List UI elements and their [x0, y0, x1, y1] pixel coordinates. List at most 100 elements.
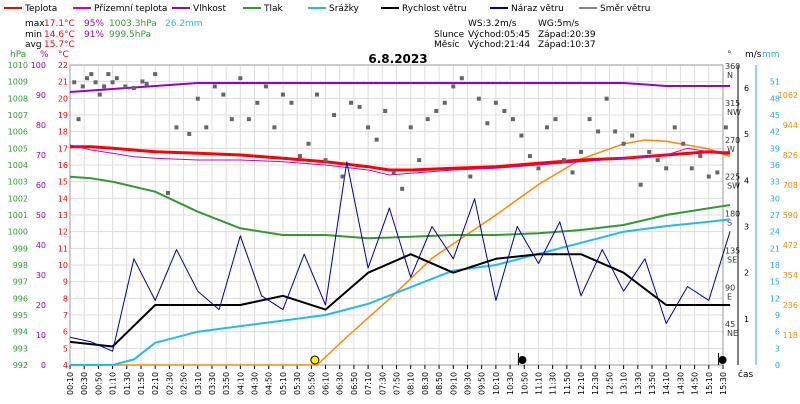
- rain-tick-12: 36: [770, 161, 780, 170]
- x-tick-label-19: 06:30: [336, 372, 345, 395]
- wind-direction-point-54: [494, 101, 498, 105]
- x-tick-label-26: 08:50: [435, 372, 444, 395]
- x-tick-label-20: 06:50: [350, 372, 359, 395]
- stats-max-hum: 95%: [84, 19, 104, 29]
- humidity-tick-4: 40: [36, 241, 46, 250]
- temperature-tick-10: 14: [58, 194, 68, 203]
- legend-label-7: Směr větru: [600, 4, 650, 14]
- wind-direction-point-25: [247, 117, 251, 121]
- temperature-tick-15: 19: [58, 111, 68, 120]
- rain-tick-13: 39: [770, 144, 780, 153]
- rain-tick-7: 21: [770, 244, 780, 253]
- marker-moon-2: [719, 356, 727, 364]
- rain-tick-1: 3: [775, 344, 780, 353]
- info-moon-rise: Východ:21:44: [468, 40, 530, 50]
- legend-label-1: Přízemní teplota: [94, 4, 167, 14]
- x-tick-label-25: 08:30: [421, 372, 430, 395]
- direction-tick-dir-0: NE: [727, 329, 738, 338]
- pressure-tick-1: 993: [13, 344, 28, 353]
- x-tick-label-22: 07:30: [378, 372, 387, 395]
- wind-unit: m/s: [745, 50, 762, 60]
- direction-tick-dir-6: NW: [727, 108, 741, 117]
- wind-direction-point-6: [98, 93, 102, 97]
- humidity-tick-6: 60: [36, 181, 46, 190]
- temperature-tick-3: 7: [63, 311, 68, 320]
- solar-tick-1: 236: [783, 301, 798, 310]
- x-tick-label-38: 12:50: [605, 372, 614, 395]
- legend-label-0: Teplota: [24, 4, 57, 14]
- temperature-tick-2: 6: [63, 328, 68, 337]
- wind-direction-point-42: [392, 170, 396, 174]
- stats-min-temp: 14.6°C: [44, 30, 75, 40]
- direction-tick-dir-2: SE: [727, 255, 737, 264]
- temperature-tick-6: 10: [58, 261, 68, 270]
- rain-tick-5: 15: [770, 278, 780, 287]
- x-tick-label-12: 04:10: [236, 372, 245, 395]
- direction-tick-deg-0: 45: [725, 320, 735, 329]
- wind-direction-point-62: [562, 158, 566, 162]
- rain-tick-9: 27: [770, 211, 780, 220]
- x-tick-label-37: 12:30: [591, 372, 600, 395]
- wind-direction-point-2: [81, 84, 85, 88]
- wind-direction-point-0: [72, 80, 76, 84]
- temperature-tick-8: 12: [58, 228, 68, 237]
- wind-direction-point-19: [196, 97, 200, 101]
- wind-direction-point-68: [613, 129, 617, 133]
- wind-direction-point-27: [264, 84, 268, 88]
- chart-title: 6.8.2023: [368, 52, 427, 66]
- wind-direction-point-60: [545, 125, 549, 129]
- humidity-tick-1: 10: [36, 331, 46, 340]
- direction-tick-deg-1: 90: [725, 283, 735, 292]
- pressure-tick-14: 1006: [8, 128, 28, 137]
- wind-direction-point-73: [656, 158, 660, 162]
- wind-tick-2: 3: [744, 223, 749, 232]
- stats-min-hum: 91%: [84, 30, 104, 40]
- x-tick-label-42: 14:10: [662, 372, 671, 395]
- solar-tick-5: 708: [783, 181, 798, 190]
- x-tick-label-28: 09:30: [463, 372, 472, 395]
- info-moon-label: Měsíc: [434, 40, 459, 50]
- stats-max-press: 1003.3hPa: [109, 19, 157, 29]
- stats-avg-label: avg: [25, 40, 42, 50]
- wind-direction-point-69: [622, 142, 626, 146]
- wind-direction-point-39: [366, 125, 370, 129]
- wind-direction-point-22: [221, 93, 225, 97]
- x-tick-label-10: 03:30: [208, 372, 217, 395]
- marker-moon-1: [518, 356, 526, 364]
- humidity-tick-9: 90: [36, 91, 46, 100]
- x-tick-label-8: 02:50: [180, 372, 189, 395]
- wind-direction-point-4: [89, 72, 93, 76]
- stats-max-rain: 26.2mm: [165, 19, 203, 29]
- wind-direction-point-7: [102, 84, 106, 88]
- x-tick-label-46: 15:30: [719, 372, 728, 395]
- pressure-tick-15: 1007: [8, 111, 28, 120]
- temperature-tick-9: 13: [58, 211, 68, 220]
- wind-direction-point-70: [630, 134, 634, 138]
- wind-direction-point-14: [145, 82, 149, 86]
- wind-tick-1: 2: [744, 269, 749, 278]
- x-tick-label-34: 11:30: [549, 372, 558, 395]
- rain-unit: mm: [762, 50, 780, 60]
- wind-direction-point-81: [724, 125, 728, 129]
- wind-direction-point-21: [213, 84, 217, 88]
- x-tick-label-13: 04:30: [251, 372, 260, 395]
- wind-direction-point-10: [115, 76, 119, 80]
- wind-direction-point-59: [536, 166, 540, 170]
- pressure-tick-0: 992: [13, 361, 28, 370]
- legend-label-5: Rychlost větru: [402, 4, 467, 14]
- pressure-tick-17: 1009: [8, 78, 28, 87]
- wind-direction-point-66: [596, 129, 600, 133]
- wind-direction-point-16: [166, 191, 170, 195]
- solar-tick-8: 1062: [778, 91, 798, 100]
- rain-tick-4: 12: [770, 294, 780, 303]
- wind-direction-point-48: [443, 101, 447, 105]
- wind-direction-point-65: [588, 117, 592, 121]
- temperature-tick-16: 20: [58, 94, 68, 103]
- solar-tick-3: 472: [783, 241, 798, 250]
- wind-direction-point-33: [315, 93, 319, 97]
- pressure-tick-13: 1005: [8, 144, 28, 153]
- solar-tick-7: 944: [783, 121, 798, 130]
- x-tick-label-43: 14:30: [676, 372, 685, 395]
- wind-direction-point-56: [511, 117, 515, 121]
